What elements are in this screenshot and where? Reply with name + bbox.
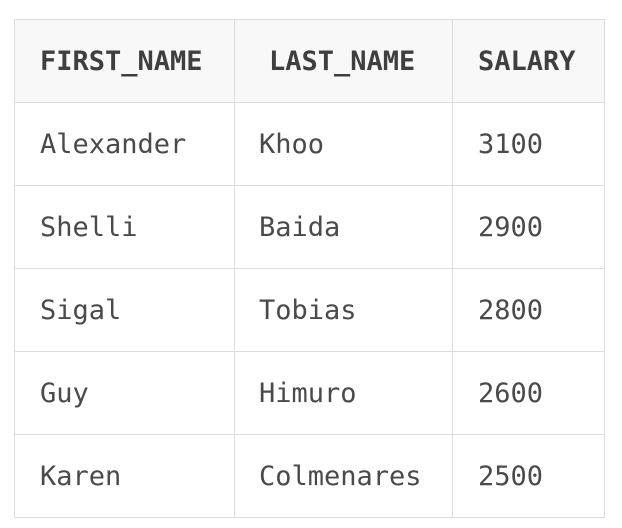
cell-last-name: Himuro	[234, 351, 453, 435]
table-row: Sigal Tobias 2800	[14, 268, 605, 352]
table-row: Alexander Khoo 3100	[14, 102, 605, 186]
table-row: Karen Colmenares 2500	[14, 434, 605, 518]
cell-last-name: Baida	[234, 185, 453, 269]
column-header-last-name: LAST_NAME	[234, 19, 453, 103]
cell-first-name: Shelli	[14, 185, 235, 269]
cell-salary: 2600	[452, 351, 605, 435]
column-header-salary: SALARY	[452, 19, 605, 103]
cell-last-name: Colmenares	[234, 434, 453, 518]
header-row: FIRST_NAME LAST_NAME SALARY	[14, 19, 605, 103]
cell-salary: 2500	[452, 434, 605, 518]
table-row: Guy Himuro 2600	[14, 351, 605, 435]
column-header-first-name: FIRST_NAME	[14, 19, 235, 103]
cell-first-name: Guy	[14, 351, 235, 435]
table-body: Alexander Khoo 3100 Shelli Baida 2900 Si…	[14, 102, 605, 518]
table-header: FIRST_NAME LAST_NAME SALARY	[14, 19, 605, 103]
cell-salary: 2900	[452, 185, 605, 269]
cell-first-name: Alexander	[14, 102, 235, 186]
cell-salary: 2800	[452, 268, 605, 352]
cell-last-name: Khoo	[234, 102, 453, 186]
cell-first-name: Sigal	[14, 268, 235, 352]
cell-last-name: Tobias	[234, 268, 453, 352]
results-table: FIRST_NAME LAST_NAME SALARY Alexander Kh…	[14, 19, 605, 518]
cell-first-name: Karen	[14, 434, 235, 518]
table-row: Shelli Baida 2900	[14, 185, 605, 269]
cell-salary: 3100	[452, 102, 605, 186]
